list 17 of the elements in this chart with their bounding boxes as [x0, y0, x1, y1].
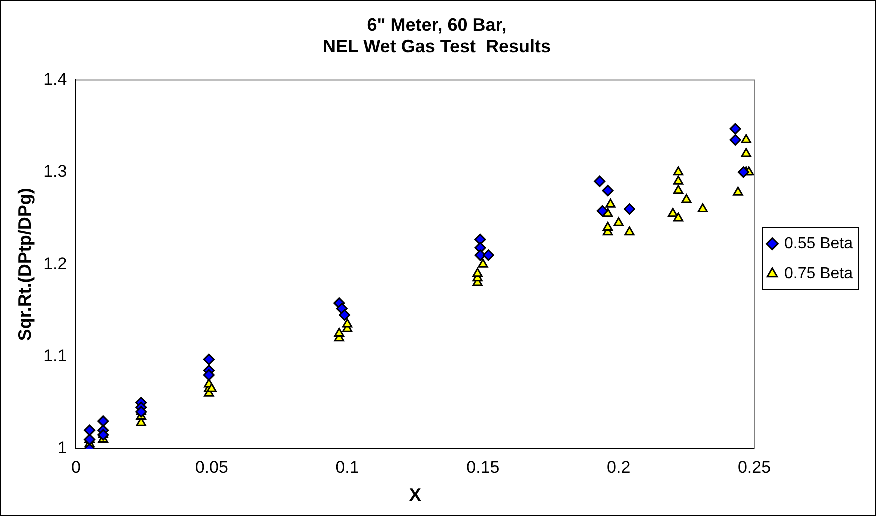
legend-label: 0.75 Beta [784, 265, 854, 282]
y-tick-label: 1 [58, 438, 68, 458]
text: NEL Wet Gas Test Results [322, 36, 552, 56]
x-tick-label: 0 [72, 458, 81, 477]
x-tick-label: 0.2 [607, 458, 631, 477]
x-axis-title: X [409, 485, 422, 506]
x-tick-label: 0.25 [738, 458, 772, 477]
x-tick-label: 0.1 [336, 458, 360, 477]
y-tick-label: 1.1 [44, 346, 68, 366]
y-tick-label: 1.3 [44, 162, 68, 182]
legend-label: 0.55 Beta [784, 235, 854, 252]
y-tick-label: 1.2 [44, 254, 68, 274]
x-tick-label: 0.05 [195, 458, 228, 477]
x-tick-label: 0.15 [466, 458, 500, 477]
y-axis-title: Sqr.Rt.(DPtp/DPg) [14, 188, 35, 342]
y-tick-label: 1.4 [44, 70, 68, 89]
text: 6" Meter, 60 Bar, [367, 14, 507, 35]
